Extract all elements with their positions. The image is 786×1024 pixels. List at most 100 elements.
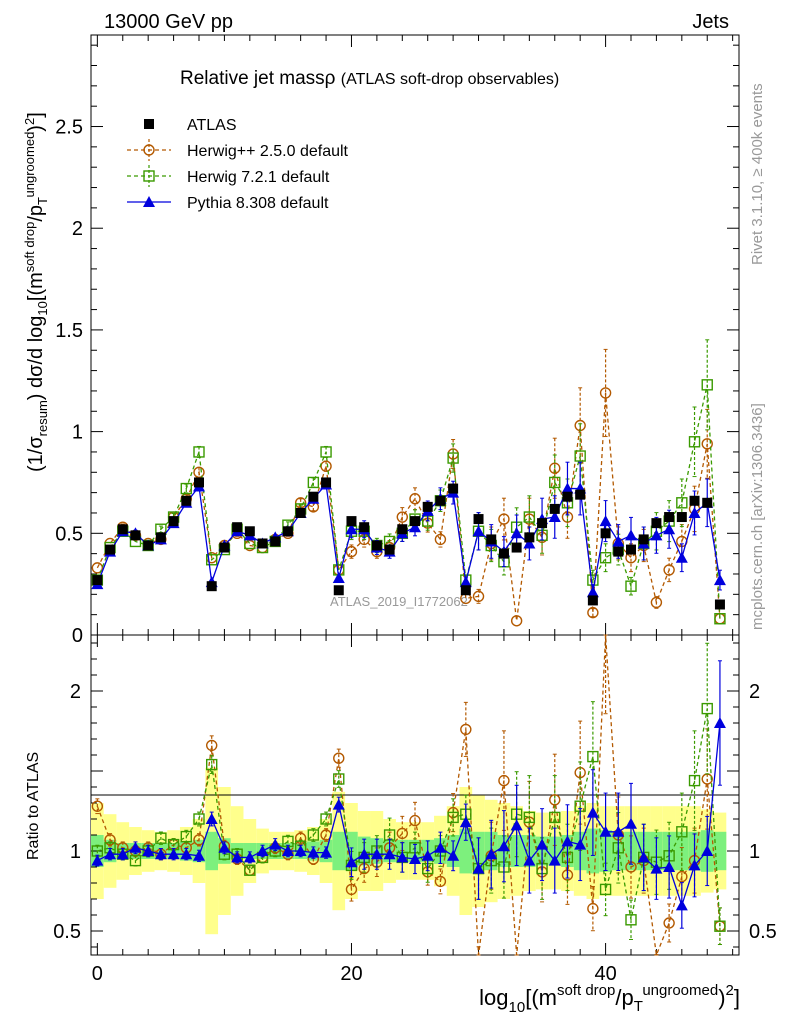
ratio-y-tick-label-right: 2	[749, 681, 760, 703]
herwig-2-5-0-default-ratio-point	[91, 800, 104, 812]
header-right: Jets	[692, 11, 729, 33]
herwig-7-2-1-default-ratio-point	[447, 811, 459, 824]
herwig-7-2-1-default-ratio-point	[701, 702, 713, 715]
atlas-point	[575, 489, 586, 500]
atlas-point	[219, 542, 230, 553]
pythia-8-308-default-ratio-point	[370, 848, 383, 860]
atlas-point	[549, 503, 560, 514]
herwig-2-5-0-default-point	[549, 462, 561, 474]
legend-marker	[143, 196, 155, 207]
atlas-point	[600, 528, 611, 539]
pythia-8-308-default-point	[599, 515, 612, 527]
pythia-8-308-default-ratio-point	[269, 838, 282, 850]
atlas-point	[168, 516, 179, 527]
pythia-8-308-default-ratio-point	[104, 848, 117, 860]
herwig-7-2-1-default-ratio-point	[523, 811, 536, 824]
herwig-2-5-0-default-ratio-point	[206, 739, 218, 752]
pythia-8-308-default-ratio-point	[383, 848, 396, 860]
main-y-axis-label: (1/σresum) dσ/d log10[(msoft drop/pTungr…	[22, 112, 50, 472]
herwig-7-2-1-default-ratio-point	[688, 774, 701, 787]
pythia-8-308-default-point	[663, 523, 676, 535]
header-left: 13000 GeV pp	[104, 11, 233, 33]
herwig-7-2-1-default-point	[599, 552, 612, 564]
pythia-8-308-default-ratio-point	[675, 899, 688, 911]
herwig-2-5-0-default-point	[650, 596, 663, 609]
herwig-7-2-1-default-point	[714, 613, 726, 625]
pythia-8-308-default-ratio-point	[129, 841, 142, 853]
pythia-8-308-default-ratio-point	[612, 825, 625, 837]
pythia-8-308-default-ratio-point	[307, 846, 320, 858]
pythia-8-308-default-ratio-point	[167, 848, 180, 860]
pythia-8-308-default-ratio-point	[599, 825, 612, 837]
rivet-label: Rivet 3.1.10, ≥ 400k events	[749, 83, 766, 265]
pythia-8-308-default-ratio-point	[409, 853, 421, 864]
herwig-7-2-1-default-point	[574, 450, 586, 462]
herwig-7-2-1-default-ratio-line	[97, 708, 721, 927]
pythia-8-308-default-ratio-point	[345, 856, 358, 868]
pythia-8-308-default-ratio-point	[713, 717, 726, 728]
herwig-7-2-1-default-point	[447, 452, 459, 464]
pythia-8-308-default-ratio-point	[586, 806, 599, 818]
atlas-point	[333, 585, 344, 596]
legend-marker	[143, 144, 155, 156]
y-tick-label: 2.5	[55, 117, 83, 139]
plot-title: Relative jet massρ (ATLAS soft-drop obse…	[180, 68, 559, 89]
pythia-8-308-default-ratio-point	[231, 851, 244, 863]
atlas-point	[130, 530, 141, 541]
herwig-7-2-1-default-point	[688, 436, 701, 448]
atlas-point	[676, 512, 687, 523]
pythia-8-308-default-ratio-point	[218, 841, 231, 853]
atlas-point	[689, 495, 700, 506]
atlas-point	[371, 540, 382, 551]
ratio-y-tick-label: 2	[70, 681, 81, 703]
band-inner	[205, 831, 219, 871]
main-data-marks	[91, 339, 726, 627]
pythia-8-308-default-ratio-point	[320, 846, 333, 858]
y-tick-label: 0.5	[55, 523, 83, 545]
mcplots-label: mcplots.cern.ch [arXiv:1306.3436]	[749, 403, 766, 630]
pythia-8-308-default-ratio-point	[536, 838, 549, 850]
x-axis-label: log10[(msoft drop/pTungroomed)2]	[479, 982, 740, 1016]
herwig-2-5-0-default-ratio-line	[96, 634, 721, 958]
herwig-7-2-1-default-point	[523, 511, 536, 523]
pythia-8-308-default-ratio-point	[154, 848, 167, 860]
herwig-2-5-0-default-ratio-point	[549, 794, 561, 806]
pythia-8-308-default-ratio-point	[510, 819, 523, 831]
herwig-2-5-0-default-point	[472, 590, 485, 603]
pythia-8-308-default-ratio-point	[243, 851, 256, 863]
pythia-8-308-default-ratio-point	[472, 862, 485, 874]
pythia-8-308-default-point	[459, 576, 472, 588]
herwig-2-5-0-default-point	[345, 545, 358, 558]
atlas-point	[626, 544, 636, 555]
herwig-2-5-0-default-point	[663, 564, 675, 576]
herwig-7-2-1-default-ratio-point	[244, 864, 256, 876]
pythia-8-308-default-point	[650, 529, 663, 541]
herwig-7-2-1-default-ratio-point	[307, 829, 320, 841]
band-inner	[332, 831, 346, 871]
ratio-y-tick-label: 0.5	[53, 921, 81, 943]
herwig-7-2-1-default-point	[625, 580, 637, 592]
atlas-point	[664, 512, 675, 523]
x-tick-label: 40	[594, 963, 616, 985]
herwig-2-5-0-default-point	[409, 493, 421, 505]
atlas-point	[232, 522, 243, 533]
pythia-8-308-default-ratio-point	[256, 845, 269, 856]
herwig-2-5-0-default-ratio-point	[345, 883, 358, 896]
pythia-8-308-default-ratio-point	[688, 859, 701, 871]
herwig-7-2-1-default-ratio-point	[549, 811, 561, 824]
ratio-plot: 0.5 0.5 1 1 2 2	[53, 634, 777, 958]
pythia-8-308-default-point	[510, 527, 523, 539]
y-tick-label: 2	[72, 218, 83, 240]
atlas-point	[321, 477, 332, 488]
band-inner	[713, 831, 727, 871]
pythia-8-308-default-ratio-point	[625, 817, 637, 829]
herwig-2-5-0-default-point	[498, 513, 510, 525]
atlas-point	[714, 599, 725, 610]
atlas-point	[410, 516, 420, 527]
pythia-8-308-default-point	[625, 529, 637, 541]
pythia-8-308-default-ratio-point	[663, 861, 676, 872]
atlas-point	[448, 483, 459, 494]
analysis-watermark: ATLAS_2019_I1772062	[330, 594, 468, 609]
atlas-point	[206, 581, 217, 592]
herwig-7-2-1-default-point	[676, 497, 688, 509]
